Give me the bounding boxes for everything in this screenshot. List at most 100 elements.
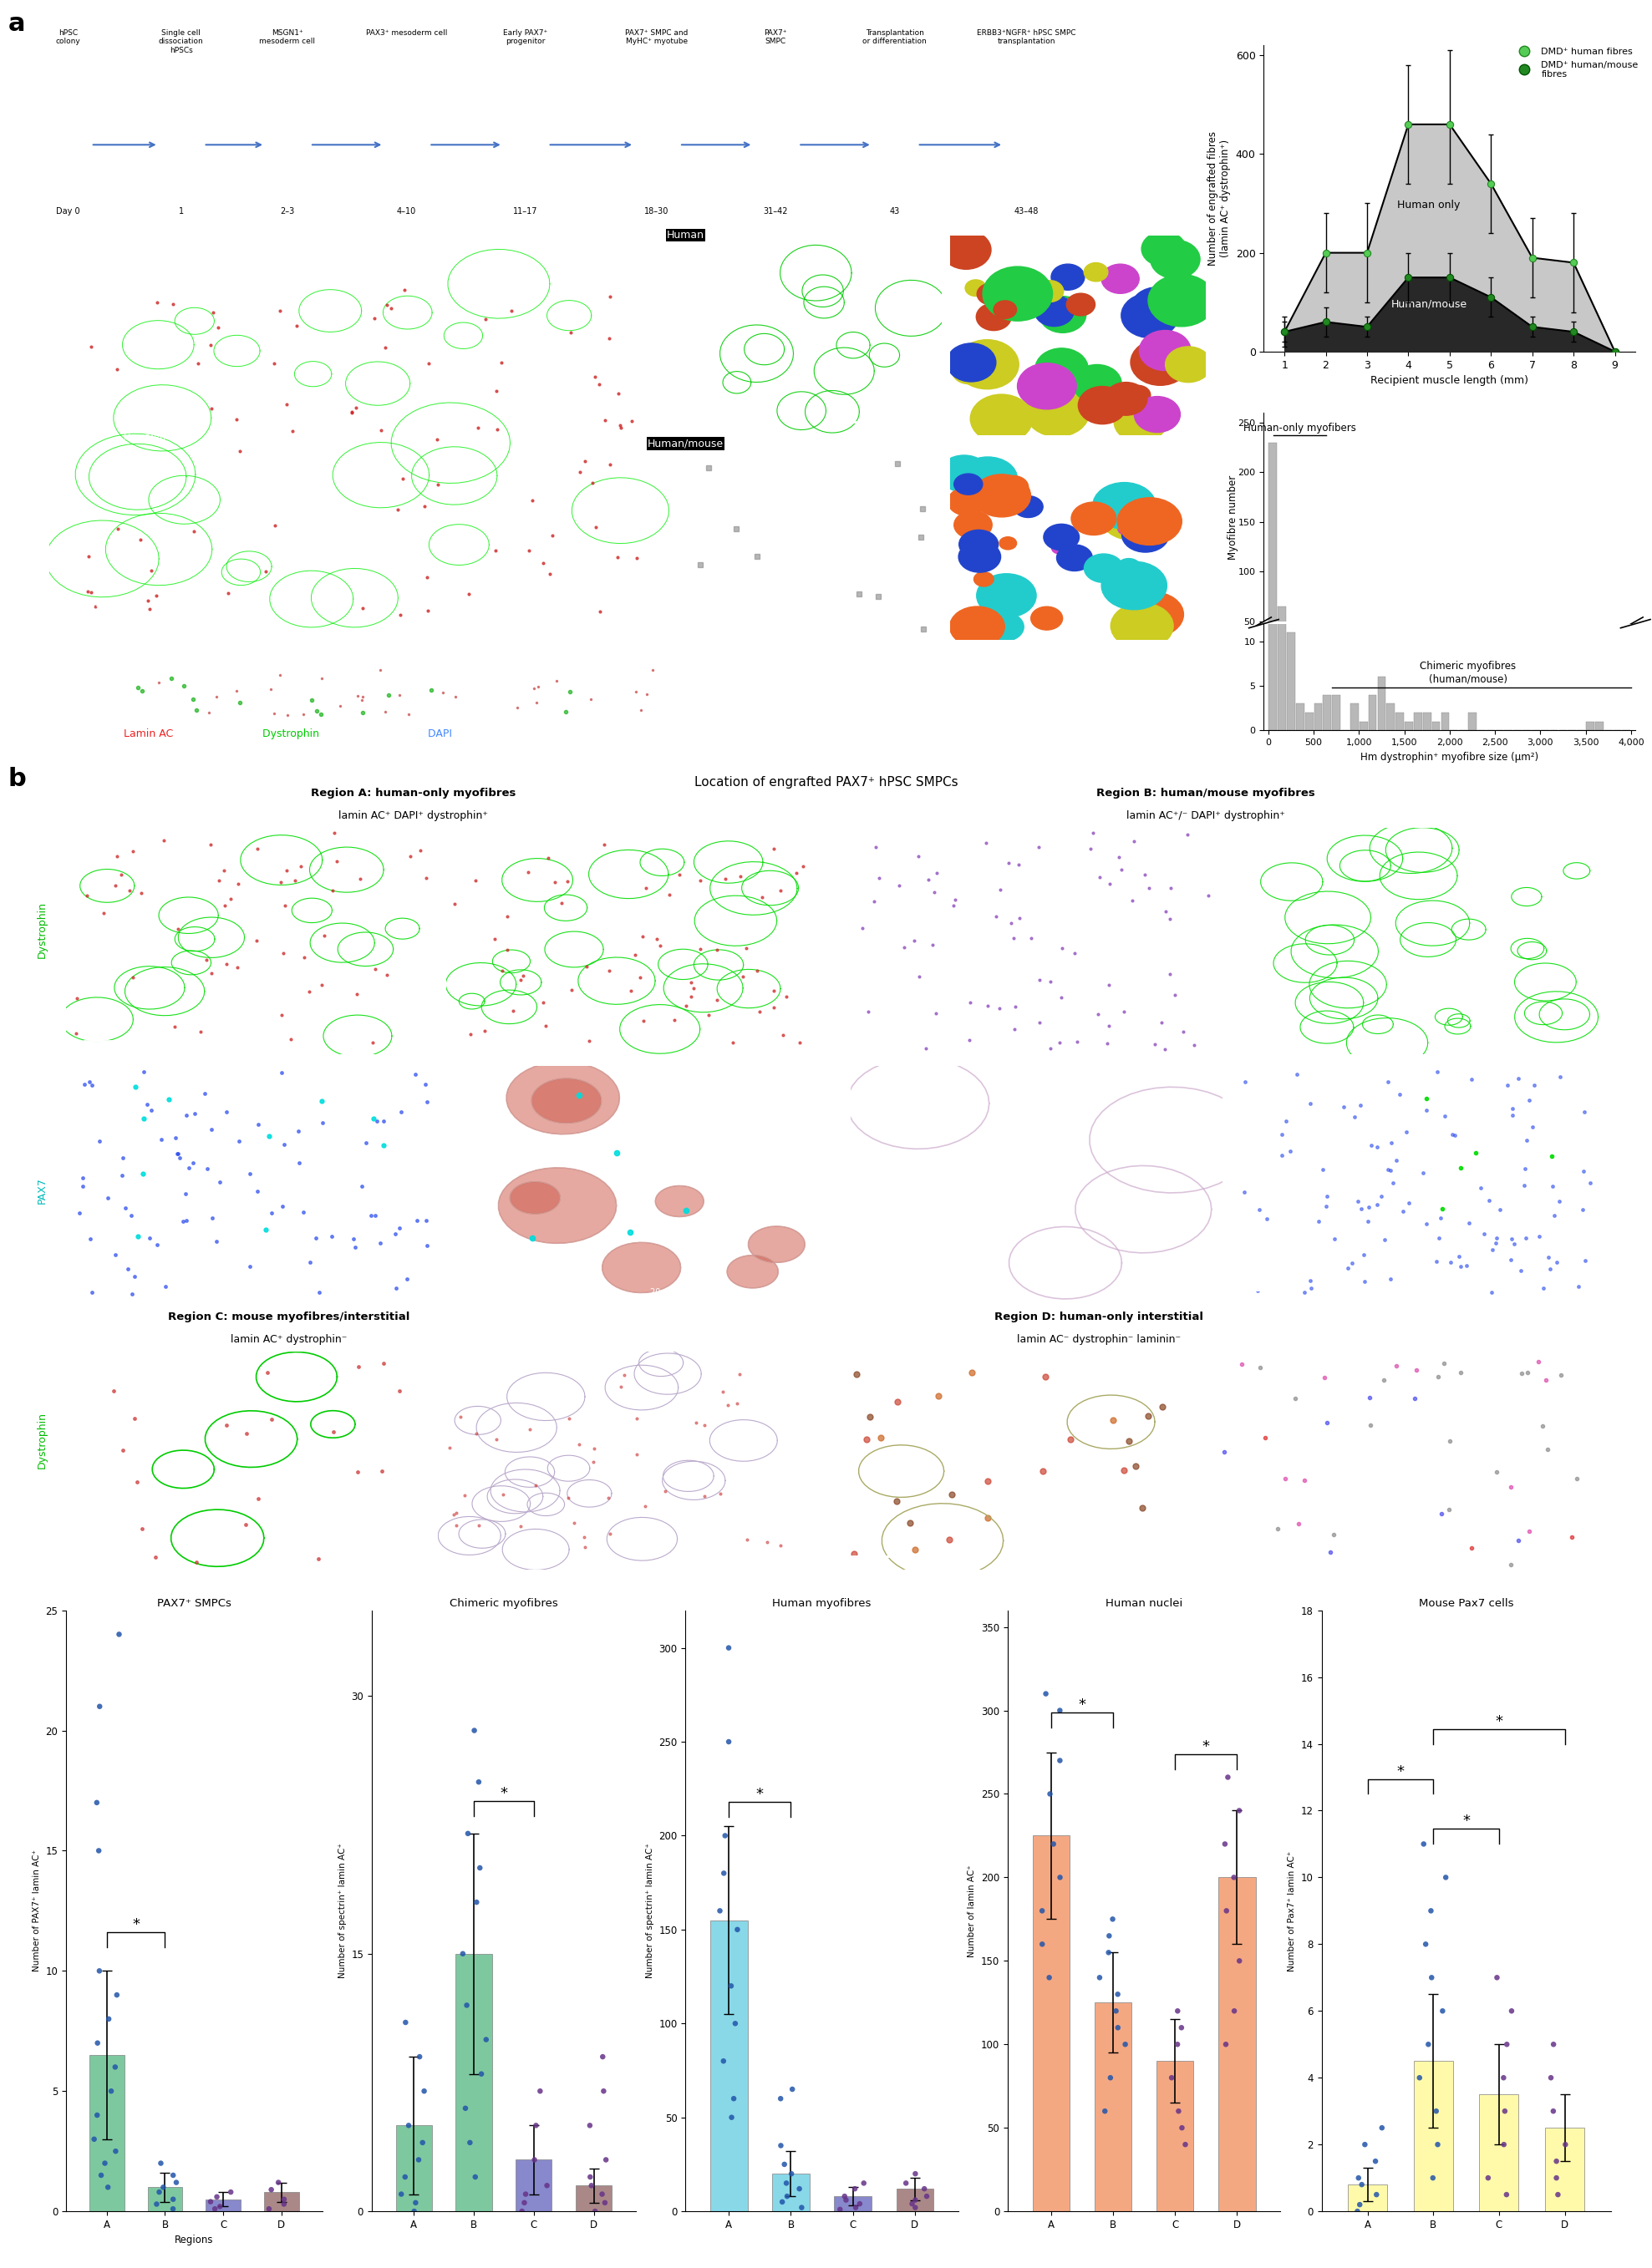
Y-axis label: Number of engrafted fibres
(lamin AC⁺ dystrophin⁺): Number of engrafted fibres (lamin AC⁺ dy… [1208,132,1231,265]
Point [145,2175,172,2211]
Point [1416,2025,1442,2062]
Point [1493,2177,1520,2214]
Point [1100,1901,1127,1937]
Point [1171,2127,1198,2164]
Bar [895,2189,933,2211]
Point [1436,107,1464,143]
Point [454,1987,481,2023]
Point [843,2189,869,2225]
Point [84,2098,111,2134]
Point [461,1712,487,1749]
Point [1543,2159,1569,2195]
Polygon shape [656,1186,704,1216]
Circle shape [1079,386,1127,424]
Text: Human only: Human only [385,270,441,277]
Point [271,2186,297,2223]
Point [258,2170,284,2207]
Point [770,2184,796,2220]
Y-axis label: Number of Pax7⁺ lamin AC⁺: Number of Pax7⁺ lamin AC⁺ [1289,1851,1297,1971]
Text: 11–17: 11–17 [514,206,537,215]
Bar [1287,660,1295,671]
Bar [89,2055,124,2211]
Text: a: a [8,11,25,36]
Point [534,2168,560,2204]
Point [593,2141,620,2177]
Circle shape [1026,386,1090,438]
Circle shape [1084,263,1108,281]
Bar [147,2186,182,2211]
Circle shape [983,268,1052,322]
Bar [1323,694,1332,730]
Point [1095,1935,1122,1971]
Circle shape [976,574,1036,617]
Circle shape [960,531,998,558]
Circle shape [938,456,990,492]
Text: 100 µm: 100 µm [862,404,894,411]
Point [96,2000,122,2037]
Circle shape [1051,263,1085,290]
Point [902,2189,928,2225]
Circle shape [955,340,1019,390]
Point [899,2186,925,2223]
Circle shape [1142,231,1186,265]
Point [1543,2143,1569,2180]
Text: PAX7⁺
SMPC: PAX7⁺ SMPC [765,29,788,45]
Bar [1386,703,1394,730]
Point [84,2025,111,2062]
Text: PAX7: PAX7 [36,1177,48,1204]
Circle shape [1122,517,1170,551]
Point [102,2132,129,2168]
Text: Early PAX7⁺
progenitor: Early PAX7⁺ progenitor [504,29,547,45]
Point [1036,1960,1062,1996]
Point [102,2048,129,2084]
Point [1559,245,1586,281]
Bar [1469,712,1477,730]
Point [715,1724,742,1760]
Point [1037,1776,1064,1812]
Y-axis label: Number of PAX7⁺ lamin AC⁺: Number of PAX7⁺ lamin AC⁺ [33,1851,41,1971]
Circle shape [1052,542,1067,553]
Point [1158,2059,1184,2096]
Circle shape [955,510,993,540]
Point [144,2186,170,2223]
Point [392,2005,418,2041]
Circle shape [1014,497,1042,517]
Point [1226,1792,1252,1828]
Bar [1032,1835,1070,2211]
Point [826,2191,852,2227]
Point [1370,2109,1396,2146]
Point [1545,2177,1571,2214]
Text: lamin AC⁺ dystrophin⁻: lamin AC⁺ dystrophin⁻ [231,1334,347,1345]
Text: Dystrophin: Dystrophin [36,900,48,959]
Text: *: * [1079,1696,1085,1712]
Circle shape [1150,279,1198,315]
Point [1417,1892,1444,1928]
Bar [1414,712,1422,730]
Point [1429,1994,1455,2030]
Point [1355,308,1381,345]
Point [456,2125,482,2161]
Point [104,1978,131,2014]
Point [1165,2025,1191,2062]
Bar [1095,2003,1132,2211]
Circle shape [950,606,1004,646]
Point [1422,2093,1449,2130]
Point [512,2175,539,2211]
Y-axis label: Number of spectrin⁺ lamin AC⁺: Number of spectrin⁺ lamin AC⁺ [646,1844,654,1978]
Point [160,2182,187,2218]
Point [1348,2166,1374,2202]
Text: PAX7⁺ SMPC and
MyHC⁺ myotube: PAX7⁺ SMPC and MyHC⁺ myotube [626,29,689,45]
Point [94,2168,121,2204]
Text: DAPI: DAPI [421,728,453,739]
Bar [1323,667,1332,671]
Bar [1279,152,1285,730]
Point [164,2164,190,2200]
Point [577,2159,603,2195]
Bar [1332,667,1340,671]
Circle shape [1140,331,1191,370]
Point [1406,2059,1432,2096]
Point [902,2182,928,2218]
Point [788,2189,814,2225]
Point [392,2159,418,2195]
Bar [1287,633,1295,730]
